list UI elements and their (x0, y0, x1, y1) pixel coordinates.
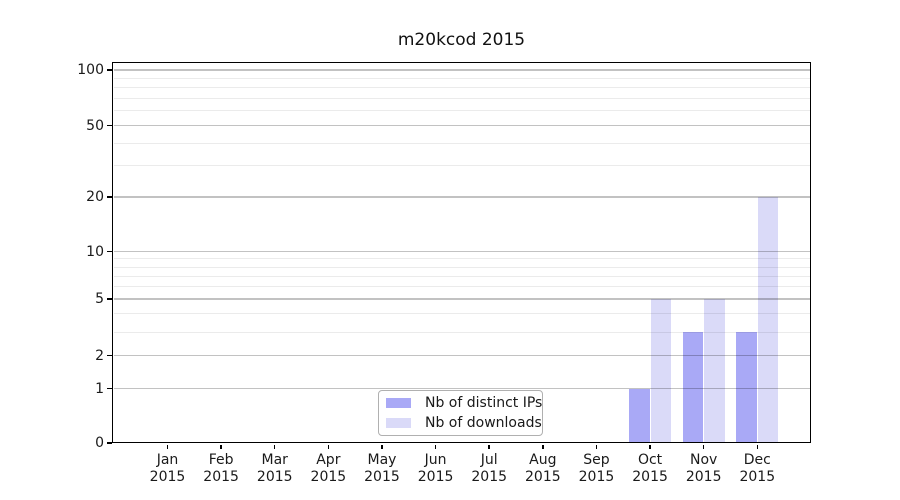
y-tick-mark-1 (106, 387, 112, 390)
y-tick-label-20: 20 (86, 189, 104, 205)
legend-swatch-distinct-ips-icon (386, 398, 411, 408)
gridline-minor-80 (114, 87, 810, 89)
gridline-major-100 (114, 69, 810, 71)
y-tick-mark-5 (106, 298, 112, 300)
x-tick-mark-aug (542, 444, 544, 449)
y-tick-label-5: 5 (95, 291, 104, 307)
gridline-major-20 (114, 196, 810, 198)
x-tick-mark-jun (434, 444, 437, 449)
gridline-minor-90 (114, 77, 810, 79)
legend-item-distinct-ips: Nb of distinct IPs (386, 395, 542, 412)
y-tick-mark-50 (106, 124, 112, 127)
chart-title: m20kcod 2015 (397, 30, 526, 50)
gridline-minor-3 (114, 331, 810, 333)
bar-distinct-ips-nov (682, 332, 704, 443)
x-tick-mark-feb (220, 444, 222, 449)
x-tick-mark-dec (756, 444, 759, 449)
x-tick-label-oct: Oct 2015 (632, 452, 668, 485)
x-tick-label-jul: Jul 2015 (471, 452, 508, 485)
x-tick-label-feb: Feb 2015 (203, 452, 239, 485)
y-tick-label-100: 100 (77, 62, 104, 78)
legend: Nb of distinct IPs Nb of downloads (378, 390, 543, 436)
x-tick-label-may: May 2015 (364, 452, 400, 485)
x-tick-label-aug: Aug 2015 (525, 452, 561, 485)
x-tick-mark-nov (702, 444, 705, 449)
gridline-minor-6 (114, 286, 810, 288)
gridline-minor-7 (114, 275, 810, 277)
legend-item-downloads: Nb of downloads (386, 415, 542, 432)
y-tick-mark-0 (106, 442, 112, 444)
x-tick-label-jun: Jun 2015 (417, 452, 454, 485)
legend-label-distinct-ips: Nb of distinct IPs (425, 394, 543, 411)
gridline-minor-70 (114, 98, 810, 100)
gridline-major-2 (114, 354, 810, 357)
x-tick-mark-jan (166, 444, 169, 449)
x-tick-label-nov: Nov 2015 (685, 452, 722, 485)
x-tick-label-sep: Sep 2015 (578, 452, 615, 485)
gridline-major-50 (114, 124, 810, 127)
x-tick-label-jan: Jan 2015 (149, 452, 186, 485)
y-tick-label-1: 1 (95, 380, 104, 397)
y-tick-label-50: 50 (86, 117, 104, 134)
gridline-minor-8 (114, 266, 810, 268)
bar-downloads-dec (757, 197, 779, 443)
y-tick-mark-2 (106, 354, 112, 357)
y-tick-label-0: 0 (95, 435, 104, 451)
y-tick-mark-100 (106, 69, 112, 71)
x-tick-mark-mar (273, 444, 276, 449)
gridline-minor-30 (114, 165, 810, 167)
gridline-major-10 (114, 250, 810, 253)
bar-distinct-ips-dec (736, 332, 757, 443)
gridline-major-1 (114, 387, 810, 390)
x-tick-label-apr: Apr 2015 (310, 452, 347, 485)
legend-label-downloads: Nb of downloads (425, 414, 542, 431)
bar-downloads-nov (704, 299, 725, 443)
legend-swatch-downloads-icon (386, 418, 411, 428)
gridline-minor-9 (114, 258, 810, 260)
y-tick-label-2: 2 (95, 347, 104, 364)
x-tick-mark-sep (595, 444, 598, 449)
gridline-minor-60 (114, 110, 810, 112)
y-tick-mark-10 (106, 250, 112, 253)
y-tick-label-10: 10 (86, 243, 104, 260)
y-tick-mark-20 (106, 196, 112, 198)
x-tick-mark-may (381, 444, 383, 449)
gridline-minor-4 (114, 313, 810, 315)
x-tick-mark-oct (649, 444, 651, 449)
bar-distinct-ips-oct (629, 388, 650, 443)
x-tick-label-mar: Mar 2015 (256, 452, 293, 485)
x-tick-mark-jul (488, 444, 490, 449)
x-tick-mark-apr (327, 444, 330, 449)
bar-downloads-oct (650, 299, 672, 443)
gridline-minor-40 (114, 142, 810, 144)
x-tick-label-dec: Dec 2015 (739, 452, 776, 485)
gridline-major-5 (114, 298, 810, 300)
